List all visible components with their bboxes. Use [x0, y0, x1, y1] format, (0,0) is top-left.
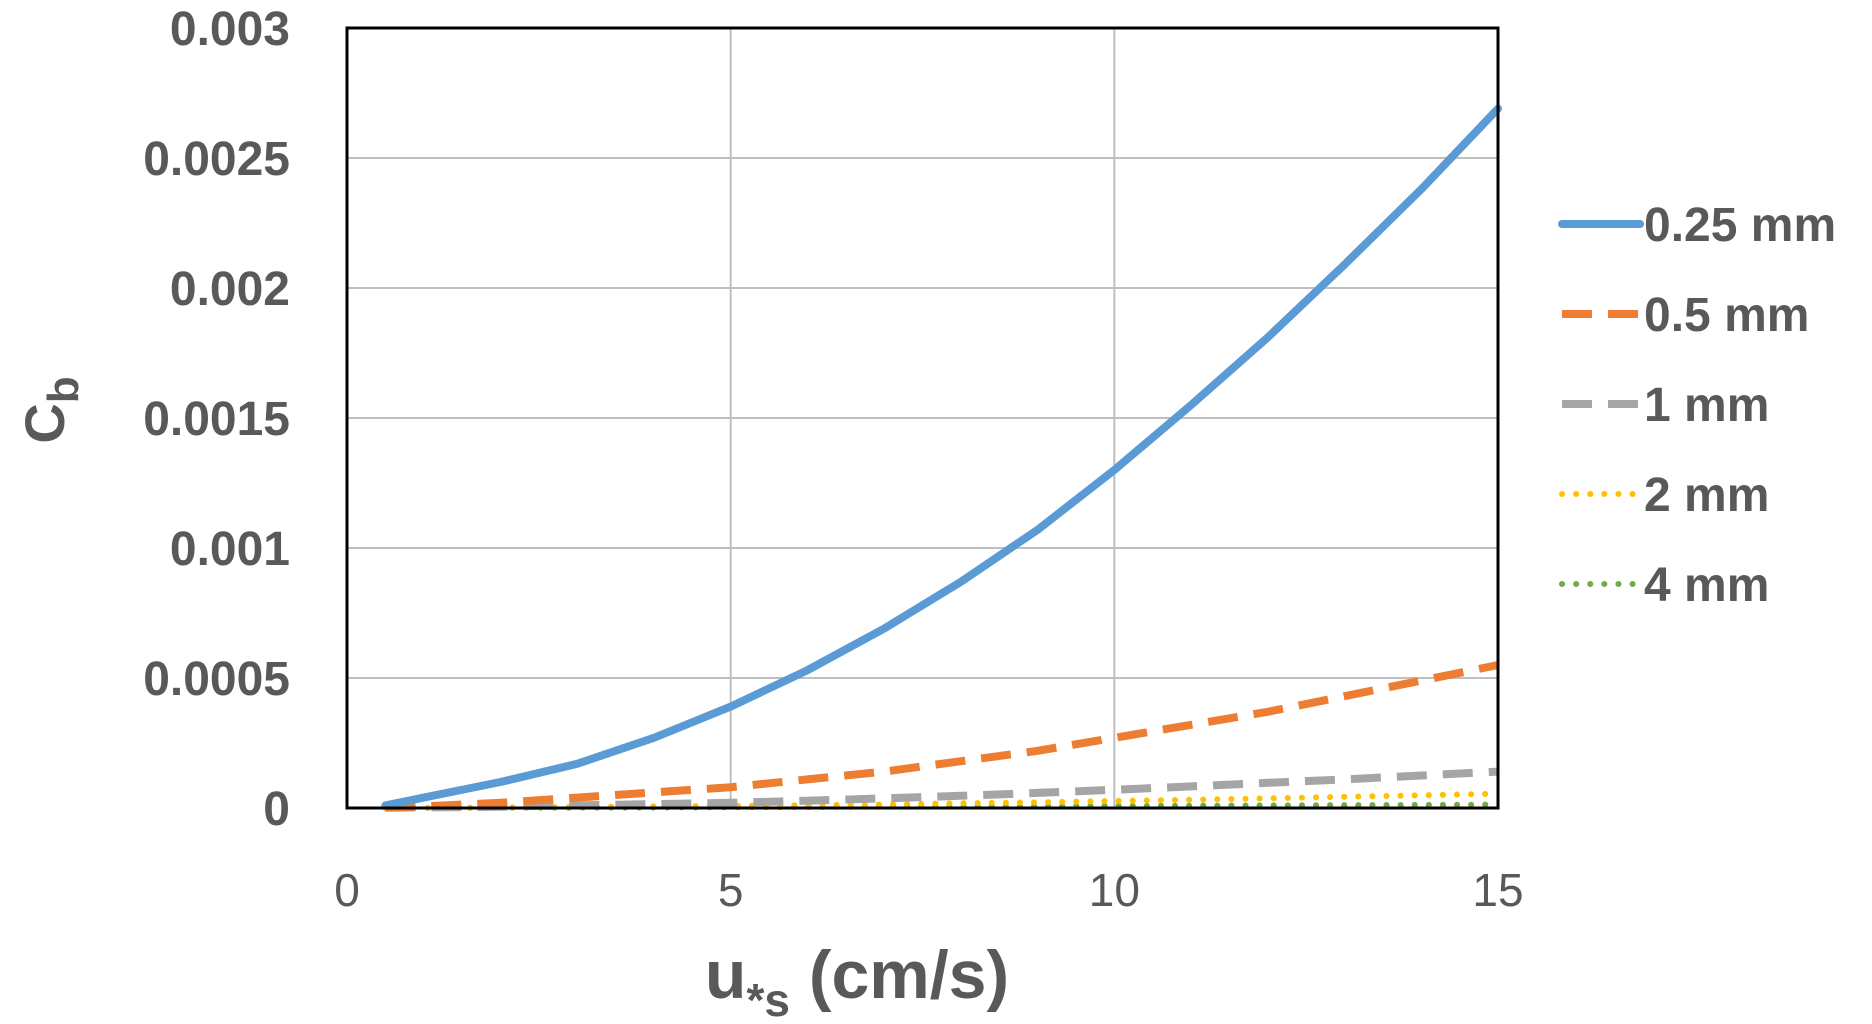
legend-item-3: 2 mm: [1559, 469, 1769, 522]
legend-label-4: 4 mm: [1644, 559, 1769, 612]
y-tick-labels: 0 0.0005 0.001 0.0015 0.002 0.0025 0.003: [143, 3, 290, 836]
y-tick-label-6: 0.003: [170, 3, 290, 56]
series-line-0-5-mm: [385, 661, 1499, 812]
y-tick-label-2: 0.001: [170, 523, 290, 576]
x-tick-labels: 0 5 10 15: [334, 864, 1523, 916]
y-axis-label-sub: b: [39, 376, 88, 403]
legend-label-1: 0.5 mm: [1644, 289, 1809, 342]
legend-label-2: 1 mm: [1644, 379, 1769, 432]
legend-item-4: 4 mm: [1559, 559, 1769, 612]
legend-item-1: 0.5 mm: [1562, 289, 1809, 342]
legend-label-3: 2 mm: [1644, 469, 1769, 522]
y-tick-label-3: 0.0015: [143, 393, 290, 446]
x-tick-label-0: 0: [334, 864, 360, 916]
legend: 0.25 mm 0.5 mm 1 mm 2 mm 4 mm: [1558, 199, 1836, 612]
x-axis-label-main: u: [705, 937, 747, 1013]
x-axis-label-unit: (cm/s): [809, 937, 1009, 1013]
x-axis-label-space: [790, 937, 809, 1013]
y-tick-label-0: 0: [263, 783, 290, 836]
y-tick-label-5: 0.0025: [143, 133, 290, 186]
plot-area-frame: [345, 26, 1500, 810]
series-line-0-25-mm: [381, 104, 1502, 810]
y-axis-label: Cb: [13, 376, 88, 443]
x-axis-label: u*s (cm/s): [705, 937, 1009, 1024]
legend-label-0: 0.25 mm: [1644, 199, 1836, 252]
x-tick-label-1: 5: [718, 864, 744, 916]
legend-item-0: 0.25 mm: [1558, 199, 1836, 252]
y-tick-label-4: 0.002: [170, 263, 290, 316]
y-tick-label-1: 0.0005: [143, 653, 290, 706]
legend-item-2: 1 mm: [1562, 379, 1769, 432]
series-line-1-mm: [385, 767, 1499, 812]
x-tick-label-2: 10: [1089, 864, 1140, 916]
y-axis-label-main: C: [13, 403, 76, 443]
x-tick-label-3: 15: [1472, 864, 1523, 916]
x-axis-label-sub: *s: [746, 974, 789, 1024]
